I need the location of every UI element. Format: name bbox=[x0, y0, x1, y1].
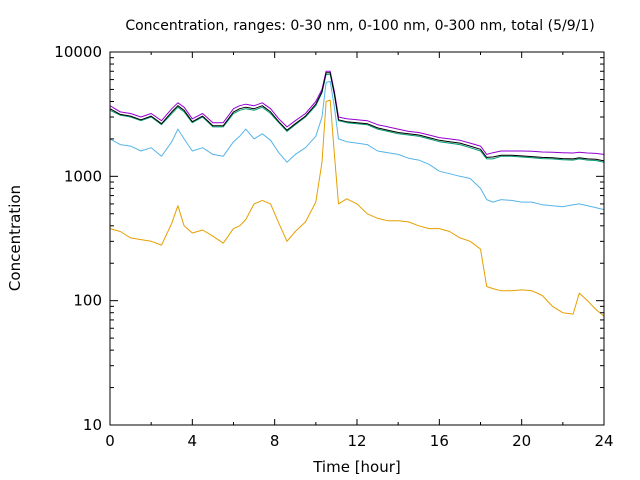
x-axis-label: Time [hour] bbox=[312, 458, 401, 476]
x-tick-label: 16 bbox=[430, 432, 449, 450]
tick-layer: 0 4 8 12 16 20 24 10 100 1000 10000 bbox=[54, 43, 613, 450]
y-tick-label: 10000 bbox=[54, 43, 102, 61]
y-tick-label: 100 bbox=[73, 292, 102, 310]
x-tick-label: 0 bbox=[105, 432, 115, 450]
x-tick-label: 8 bbox=[270, 432, 280, 450]
series-line-2 bbox=[109, 73, 605, 163]
series-layer bbox=[109, 70, 605, 317]
x-tick-label: 20 bbox=[512, 432, 531, 450]
series-line-0 bbox=[109, 99, 605, 317]
y-axis-label: Concentration bbox=[6, 185, 24, 291]
series-line-3 bbox=[109, 70, 605, 155]
x-tick-label: 24 bbox=[594, 432, 613, 450]
series-line-1 bbox=[109, 80, 605, 211]
series-line-4 bbox=[109, 72, 605, 162]
chart-title: Concentration, ranges: 0-30 nm, 0-100 nm… bbox=[125, 18, 594, 34]
y-tick-label: 10 bbox=[83, 416, 102, 434]
y-tick-label: 1000 bbox=[64, 167, 102, 185]
x-tick-label: 4 bbox=[188, 432, 198, 450]
x-tick-label: 12 bbox=[347, 432, 366, 450]
